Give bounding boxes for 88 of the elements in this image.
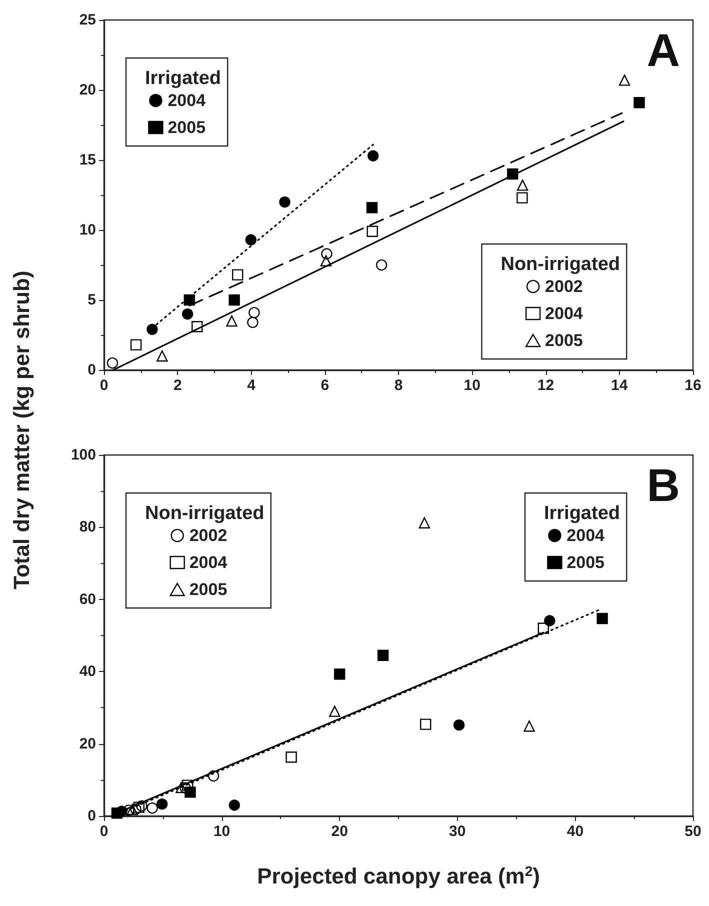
legend-label: 2005: [566, 553, 605, 572]
x-tick-label: 14: [611, 377, 628, 394]
point: [146, 324, 158, 335]
point: [538, 622, 549, 634]
y-tick-label: 100: [70, 446, 96, 464]
point: [420, 718, 432, 730]
y-tick-label: 0: [88, 362, 96, 378]
point: [321, 248, 332, 260]
point: [524, 720, 535, 732]
text: Irrigated: [544, 503, 620, 524]
x-tick-label: 12: [537, 377, 554, 394]
point: [111, 808, 123, 819]
x-tick-label: 40: [566, 823, 584, 840]
legend-label: 2004: [168, 91, 206, 110]
y-tick-label: 80: [79, 518, 96, 536]
x-tick-label: 20: [331, 823, 348, 840]
legend-label: 2005: [545, 331, 583, 350]
point: [245, 234, 256, 246]
text: Non-irrigated: [145, 503, 264, 524]
point: [228, 800, 240, 811]
point: [453, 719, 465, 731]
point: [516, 180, 528, 191]
point: [618, 74, 630, 86]
point: [334, 668, 346, 680]
x-tick-label: 6: [320, 377, 330, 394]
y-tick-label: 60: [79, 590, 96, 608]
point: [366, 202, 378, 214]
text: Irrigated: [145, 68, 222, 89]
legend-label: 2002: [545, 277, 583, 296]
point: [133, 802, 144, 813]
x-tick-label: 10: [464, 377, 480, 394]
point: [106, 357, 118, 369]
point: [156, 798, 168, 810]
y-tick-label: 20: [79, 735, 96, 752]
point: [376, 259, 388, 271]
y-tick-label: 40: [79, 663, 96, 680]
point: [208, 770, 220, 782]
chart-title: B: [646, 459, 680, 511]
x-tick-label: 2: [173, 377, 182, 394]
chart-title: A: [646, 24, 680, 76]
x-tick-label: 0: [100, 823, 108, 840]
y-tick-label: 15: [79, 152, 96, 168]
point: [184, 786, 196, 798]
point: [247, 316, 258, 328]
point: [366, 226, 378, 237]
legend-label: 2002: [189, 526, 228, 545]
x-tick-label: 50: [684, 823, 702, 840]
point: [232, 269, 244, 280]
x-tick-label: 30: [449, 823, 466, 840]
legend-label: 2004: [545, 304, 584, 323]
legend-label: 2004: [189, 553, 228, 572]
x-tick-label: 4: [247, 377, 256, 394]
point: [228, 294, 240, 306]
point: [377, 650, 389, 661]
legend-label: 2005: [189, 580, 228, 599]
point: [130, 339, 142, 350]
point: [146, 802, 158, 814]
y-tick-label: 5: [88, 292, 96, 308]
point: [507, 168, 518, 180]
point: [368, 150, 379, 162]
point: [544, 615, 556, 626]
point: [192, 321, 203, 332]
x-tick-label: 0: [100, 377, 108, 394]
y-tick-label: 0: [88, 808, 96, 824]
x-tick-label: 8: [394, 377, 403, 394]
point: [418, 517, 430, 528]
legend-label: 2004: [566, 526, 606, 545]
point: [516, 192, 528, 204]
point: [329, 706, 340, 717]
x-tick-label: 10: [213, 823, 230, 840]
legend-label: 2005: [168, 118, 206, 137]
y-axis-title: Total dry matter (kg per shrub): [9, 270, 35, 590]
y-tick-label: 25: [79, 12, 96, 28]
point: [634, 97, 645, 108]
point: [596, 612, 608, 624]
point: [248, 307, 260, 318]
x-tick-label: 16: [684, 377, 702, 394]
point: [279, 196, 290, 208]
point: [286, 752, 297, 763]
point: [226, 315, 238, 327]
point: [320, 255, 332, 266]
y-tick-label: 10: [79, 222, 96, 238]
point: [184, 294, 196, 306]
text: Non-irrigated: [500, 254, 620, 275]
point: [136, 800, 148, 812]
point: [182, 308, 194, 320]
point: [156, 350, 168, 362]
y-tick-label: 20: [79, 82, 96, 98]
